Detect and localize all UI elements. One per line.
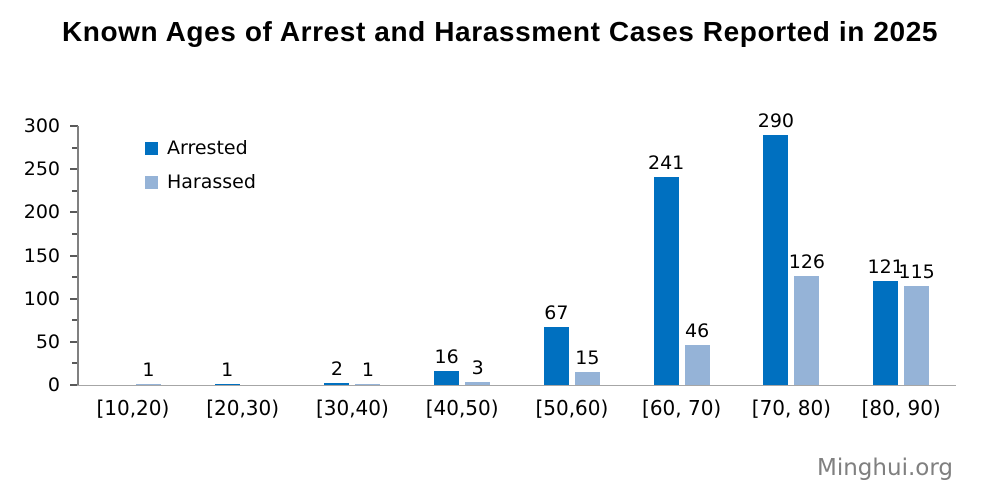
legend-item-harassed: Harassed — [145, 171, 256, 193]
bar-arrested-[80, 90) — [873, 280, 899, 385]
bar-value-label: 2 — [330, 358, 343, 381]
y-axis-label: 50 — [35, 330, 60, 353]
bar-value-label: 290 — [757, 109, 794, 132]
bar-value-label: 121 — [867, 255, 904, 278]
x-axis: [10,20) [20,30) [30,40) [40,50) [50,60) [60, … — [78, 396, 956, 422]
legend-item-arrested: Arrested — [145, 137, 256, 159]
y-tick-minor — [72, 232, 78, 235]
x-axis-label: [30,40) — [315, 396, 389, 420]
bar-harassed-[30,40) — [355, 384, 381, 385]
bar-harassed-[70, 80) — [794, 276, 820, 385]
bar-harassed-[40,50) — [465, 382, 491, 385]
y-axis-label: 200 — [23, 201, 60, 224]
plot-area: 1 2 16 67 241 290 121 1 1 3 15 46 126 115 — [70, 110, 956, 386]
bar-value-label: 67 — [544, 302, 569, 325]
y-axis: 0 50 100 150 200 250 300 — [0, 115, 78, 396]
bar-value-label: 46 — [685, 320, 710, 343]
bar-arrested-[40,50) — [434, 371, 460, 385]
legend-label: Arrested — [167, 137, 248, 159]
x-axis-label: [80, 90) — [861, 396, 941, 420]
y-tick-major — [70, 297, 78, 300]
y-tick-major — [70, 384, 78, 386]
y-axis-label: 300 — [23, 115, 60, 137]
y-tick-major — [70, 340, 78, 343]
bar-value-label: 1 — [221, 359, 234, 382]
x-axis-label: [50,60) — [535, 396, 609, 420]
bar-value-label: 1 — [142, 359, 155, 382]
y-tick-minor — [72, 146, 78, 149]
x-axis-label: [70, 80) — [751, 396, 831, 420]
y-tick-major — [70, 168, 78, 171]
bar-arrested-[30,40) — [324, 383, 350, 385]
y-tick-major — [70, 211, 78, 214]
x-axis-label: [20,30) — [206, 396, 280, 420]
x-axis-line — [77, 384, 956, 386]
y-axis-line — [77, 126, 79, 386]
x-axis-label: [60, 70) — [642, 396, 722, 420]
bar-arrested-[50,60) — [543, 327, 569, 385]
y-tick-major — [70, 254, 78, 257]
bar-harassed-[80, 90) — [904, 285, 930, 385]
bar-arrested-[70, 80) — [763, 134, 789, 385]
legend: Arrested Harassed — [145, 137, 256, 205]
bar-value-label: 126 — [788, 251, 825, 274]
watermark-minghui: Minghui.org — [817, 455, 953, 481]
bar-harassed-[60, 70) — [684, 345, 710, 385]
y-axis-label: 100 — [23, 287, 60, 310]
y-tick-minor — [72, 319, 78, 322]
legend-swatch-harassed — [145, 175, 158, 189]
y-tick-minor — [72, 276, 78, 279]
x-axis-label: [10,20) — [96, 396, 170, 420]
bar-value-label: 241 — [647, 151, 685, 174]
bar-value-label: 115 — [898, 260, 935, 283]
chart-title: Known Ages of Arrest and Harassment Case… — [61, 16, 939, 47]
bar-harassed-[50,60) — [574, 372, 600, 385]
bar-value-label: 15 — [575, 347, 600, 370]
y-axis-label: 0 — [47, 374, 60, 396]
bar-value-label: 16 — [434, 346, 459, 369]
legend-label: Harassed — [167, 171, 256, 193]
bar-arrested-[60, 70) — [653, 176, 679, 385]
bar-value-label: 1 — [361, 359, 374, 382]
y-tick-minor — [72, 189, 78, 192]
bar-arrested-[20,30) — [214, 384, 240, 385]
y-axis-label: 150 — [23, 244, 60, 267]
legend-swatch-arrested — [145, 141, 158, 155]
y-tick-minor — [72, 362, 78, 365]
bar-value-label: 3 — [471, 357, 484, 380]
x-axis-label: [40,50) — [425, 396, 499, 420]
y-tick-major — [70, 125, 78, 127]
bar-harassed-[10,20) — [135, 384, 161, 385]
y-axis-label: 250 — [23, 158, 60, 181]
